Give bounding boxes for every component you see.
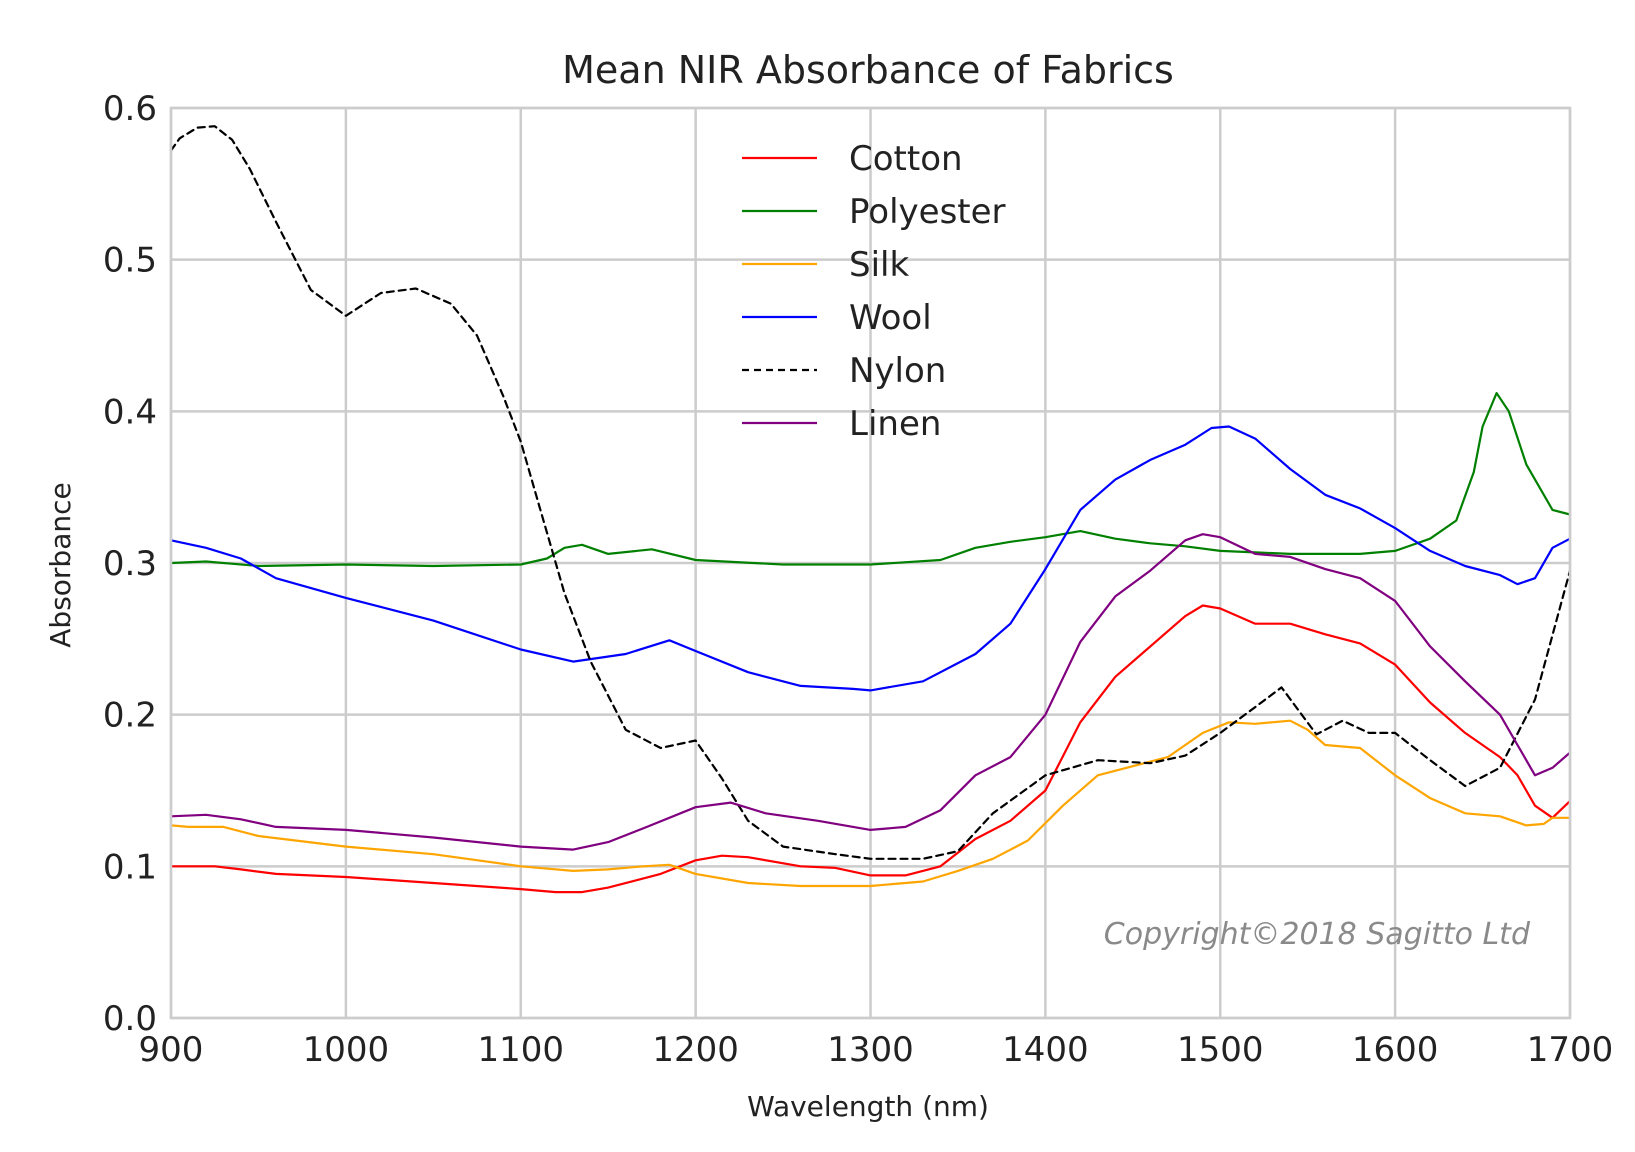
series-line-nylon: [169, 125, 1572, 860]
x-tick-label: 1300: [827, 1030, 914, 1070]
x-tick-label: 900: [139, 1030, 204, 1070]
chart-title: Mean NIR Absorbance of Fabrics: [562, 48, 1174, 92]
x-tick-label: 1500: [1177, 1030, 1264, 1070]
series-line-polyester: [169, 392, 1572, 568]
x-tick-label: 1400: [1002, 1030, 1089, 1070]
legend-label-wool: Wool: [849, 298, 932, 338]
legend-label-polyester: Polyester: [849, 192, 1006, 232]
x-tick-label: 1700: [1527, 1030, 1614, 1070]
x-axis-label: Wavelength (nm): [747, 1090, 989, 1123]
series-line-linen: [169, 533, 1572, 851]
y-tick-label: 0.3: [103, 544, 157, 584]
legend: Cotton Polyester Silk Wool Nylon Linen: [742, 139, 1006, 444]
x-tick-label: 1000: [303, 1030, 390, 1070]
series-line-wool: [169, 425, 1572, 692]
legend-label-silk: Silk: [849, 245, 909, 285]
legend-label-cotton: Cotton: [849, 139, 963, 179]
series-line-silk: [169, 719, 1572, 888]
x-tick-label: 1200: [652, 1030, 739, 1070]
x-tick-label: 1600: [1352, 1030, 1439, 1070]
series-line-cotton: [169, 604, 1572, 894]
y-axis-label: Absorbance: [44, 482, 77, 647]
plot-frame: [169, 106, 1572, 1020]
legend-label-nylon: Nylon: [849, 351, 946, 391]
x-tick-label: 1100: [477, 1030, 564, 1070]
tick-labels: 900 1000 1100 1200 1300 1400 1500 1600 1700 0.0 0.…: [103, 89, 1613, 1070]
y-tick-label: 0.6: [103, 89, 157, 129]
y-tick-label: 0.0: [103, 999, 157, 1039]
y-tick-label: 0.5: [103, 241, 157, 281]
plot-series: [169, 125, 1572, 894]
y-tick-label: 0.1: [103, 847, 157, 887]
legend-label-linen: Linen: [849, 404, 941, 444]
y-tick-label: 0.4: [103, 392, 157, 432]
grid: [169, 106, 1572, 1020]
y-tick-label: 0.2: [103, 696, 157, 736]
copyright-annotation: Copyright©2018 Sagitto Ltd: [1104, 917, 1531, 952]
